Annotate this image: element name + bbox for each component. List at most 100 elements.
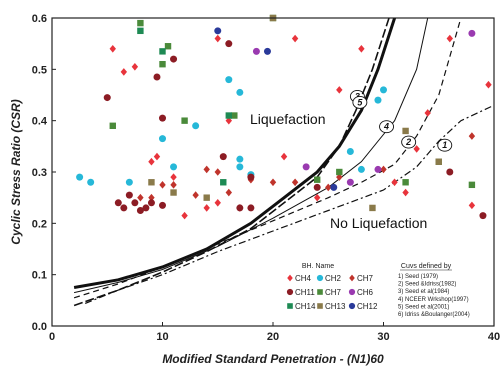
- y-tick-label: 0.3: [32, 167, 47, 179]
- point-ch7-2: [269, 178, 277, 187]
- source-legend-item: 3) Seed et al(1984): [398, 289, 449, 295]
- point-ch12-8: [214, 27, 222, 35]
- legend-marker-ch14: [287, 303, 293, 309]
- legend-label-ch7: CH7: [357, 274, 374, 283]
- source-legend-item: 6) Idriss &Boulanger(2004): [398, 312, 470, 318]
- point-ch2-1: [236, 163, 244, 171]
- curve-3: [73, 17, 397, 289]
- point-ch4-0: [314, 193, 321, 202]
- x-tick-label: 40: [488, 331, 500, 343]
- point-ch14-6: [220, 179, 227, 186]
- point-ch2-1: [170, 163, 178, 171]
- point-ch14-6: [159, 48, 166, 55]
- point-ch11-3: [159, 114, 166, 122]
- point-ch2-1: [225, 76, 233, 84]
- x-tick-label: 30: [377, 331, 389, 343]
- point-ch13-7: [170, 189, 177, 196]
- point-ch4-0: [170, 173, 177, 181]
- point-ch13-7: [402, 127, 409, 135]
- point-ch13-7: [435, 158, 442, 165]
- point-ch11-3: [147, 199, 155, 207]
- x-tick-label: 10: [156, 331, 168, 343]
- legend-marker-ch13: [317, 303, 323, 309]
- annotation-liquefaction: Liquefaction: [250, 111, 326, 127]
- y-axis-title: Cyclic Stress Ratio (CSR): [9, 99, 23, 244]
- source-legend-items: 1) Seed (1979) 2) Seed &Idriss(1982)3) Se…: [398, 269, 470, 318]
- point-ch11-3: [125, 191, 133, 199]
- point-ch4-0: [485, 80, 492, 89]
- point-ch4-0: [153, 152, 161, 161]
- legend-marker-ch11: [286, 288, 294, 296]
- curve-label-bubble: [437, 138, 453, 152]
- point-ch4-0: [446, 34, 453, 43]
- point-ch11-3: [103, 94, 111, 102]
- point-ch11-3: [236, 204, 244, 212]
- point-ch7-2: [336, 173, 343, 181]
- point-ch7-2: [159, 181, 166, 189]
- point-ch4-0: [131, 62, 139, 71]
- point-ch11-3: [219, 153, 227, 161]
- point-ch6-5: [374, 165, 382, 173]
- point-ch4-0: [402, 188, 409, 197]
- point-ch11-3: [479, 212, 487, 220]
- point-ch7-2: [468, 132, 476, 140]
- legend-marker-ch4: [287, 274, 293, 282]
- legend-label-ch4: CH4: [295, 274, 312, 283]
- point-ch6-5: [252, 47, 260, 55]
- point-ch7-2: [203, 165, 210, 174]
- point-ch11-3: [114, 199, 122, 207]
- point-ch11-3: [153, 73, 161, 81]
- point-ch4-0: [291, 34, 299, 43]
- y-tick-label: 0.6: [32, 13, 47, 25]
- curve-label-1: 1: [442, 140, 447, 150]
- point-ch4-0: [203, 204, 210, 212]
- source-legend-item: 1) Seed (1979): [398, 274, 438, 280]
- curve-label-bubble: [401, 135, 417, 149]
- point-ch2-1: [192, 122, 200, 130]
- legend-marker-ch6: [348, 288, 356, 296]
- point-ch7-4: [468, 181, 476, 189]
- x-tick-label: 0: [49, 331, 55, 343]
- point-ch2-1: [87, 178, 95, 186]
- point-ch2-1: [236, 155, 244, 163]
- point-ch11-3: [313, 183, 321, 191]
- legend-label-ch14: CH14: [295, 302, 316, 311]
- point-ch2-1: [76, 173, 84, 181]
- point-ch11-3: [136, 207, 144, 214]
- legend-label-ch11: CH11: [295, 288, 315, 297]
- legend-label-ch7: CH7: [325, 288, 342, 297]
- point-ch6-5: [468, 29, 476, 37]
- curves-layer: 12345: [73, 17, 495, 307]
- x-axis-title: Modified Standard Penetration - (N1)60: [162, 352, 384, 366]
- curve-label-bubble: [352, 95, 368, 109]
- point-ch4-0: [148, 157, 155, 166]
- bh-legend: BH. Name CH4 CH11 CH14 CH2 CH7 CH13 CH7 CH6 CH12: [286, 263, 378, 311]
- point-ch7-2: [380, 165, 387, 174]
- point-ch4-0: [358, 45, 365, 53]
- point-ch4-0: [181, 211, 188, 220]
- curve-label-2: 2: [405, 137, 411, 147]
- point-ch2-1: [374, 96, 382, 104]
- legend-marker-ch12: [348, 302, 356, 310]
- point-ch7-4: [231, 112, 238, 119]
- point-ch6-5: [346, 178, 354, 186]
- point-ch4-0: [280, 152, 288, 161]
- point-ch4-0: [109, 45, 116, 53]
- curve-2: [73, 17, 462, 299]
- point-ch13-7: [148, 179, 155, 186]
- bh-legend-title: BH. Name: [302, 263, 334, 270]
- point-ch11-3: [142, 204, 150, 212]
- point-ch7-4: [159, 61, 166, 68]
- point-ch7-2: [214, 168, 221, 176]
- point-ch4-0: [214, 34, 221, 43]
- point-ch2-1: [125, 178, 133, 186]
- point-ch7-4: [164, 43, 172, 50]
- y-tick-label: 0.0: [32, 321, 47, 333]
- point-ch4-0: [336, 86, 343, 94]
- point-ch7-4: [109, 122, 116, 129]
- point-ch11-3: [247, 204, 255, 212]
- source-legend-item: 4) NCEER Wrkshop(1997): [398, 297, 469, 303]
- legend-marker-ch2: [316, 274, 324, 282]
- y-tick-label: 0.1: [32, 270, 47, 282]
